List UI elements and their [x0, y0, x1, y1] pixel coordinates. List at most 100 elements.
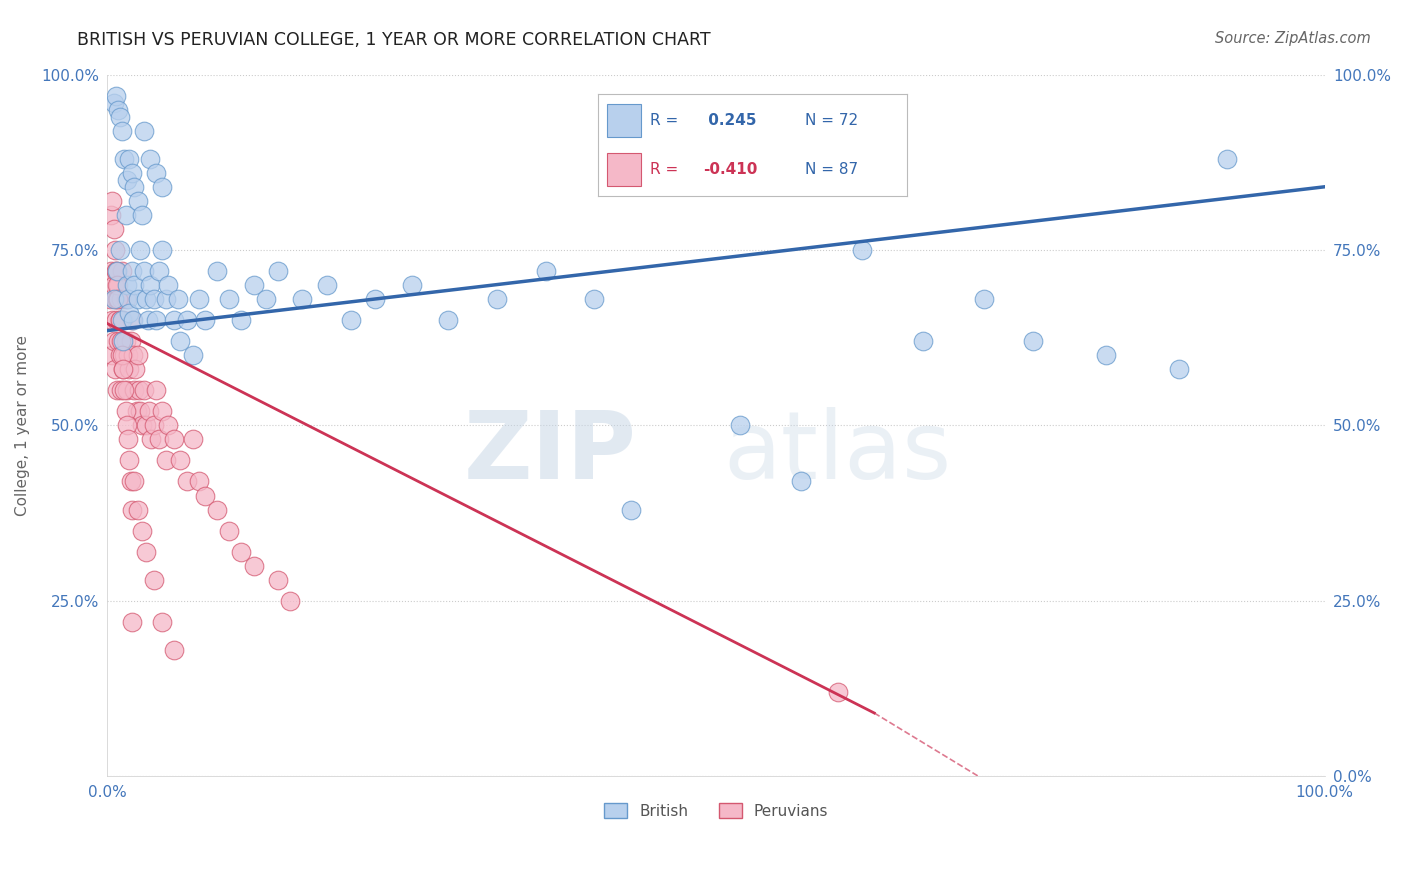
Point	[142, 292, 165, 306]
Point	[110, 334, 132, 348]
Point	[120, 334, 142, 348]
Point	[104, 264, 127, 278]
Point	[583, 292, 606, 306]
Point	[125, 404, 148, 418]
Point	[122, 384, 145, 398]
Text: atlas: atlas	[724, 408, 952, 500]
Point	[364, 292, 387, 306]
Point	[150, 179, 173, 194]
Point	[127, 348, 149, 362]
Text: N = 72: N = 72	[804, 112, 858, 128]
Point	[127, 292, 149, 306]
Point	[105, 278, 128, 293]
Point	[121, 502, 143, 516]
Point	[231, 544, 253, 558]
Point	[108, 110, 131, 124]
Point	[118, 453, 141, 467]
Point	[254, 292, 277, 306]
Point	[145, 313, 167, 327]
Y-axis label: College, 1 year or more: College, 1 year or more	[15, 334, 30, 516]
Text: N = 87: N = 87	[804, 162, 858, 178]
Point	[730, 418, 752, 433]
Point	[118, 306, 141, 320]
Point	[112, 362, 135, 376]
Point	[104, 264, 127, 278]
Point	[122, 313, 145, 327]
Point	[117, 433, 139, 447]
Point	[108, 313, 131, 327]
Point	[218, 524, 240, 538]
Point	[111, 334, 134, 348]
Point	[115, 384, 138, 398]
Point	[135, 418, 157, 433]
Point	[242, 278, 264, 293]
Point	[114, 404, 136, 418]
Point	[124, 362, 146, 376]
Point	[101, 313, 124, 327]
Point	[911, 334, 934, 348]
Point	[132, 384, 155, 398]
Point	[150, 243, 173, 257]
Point	[121, 166, 143, 180]
Point	[187, 475, 209, 489]
Point	[187, 292, 209, 306]
Point	[142, 573, 165, 587]
Point	[142, 418, 165, 433]
Text: Source: ZipAtlas.com: Source: ZipAtlas.com	[1215, 31, 1371, 46]
Point	[108, 313, 131, 327]
Point	[790, 475, 813, 489]
Point	[150, 615, 173, 629]
Point	[150, 404, 173, 418]
Point	[485, 292, 508, 306]
Point	[131, 208, 153, 222]
Point	[128, 384, 150, 398]
Point	[117, 292, 139, 306]
Point	[242, 558, 264, 573]
Point	[145, 166, 167, 180]
Point	[851, 243, 873, 257]
Point	[278, 593, 301, 607]
Point	[129, 404, 152, 418]
Point	[115, 278, 138, 293]
Point	[194, 313, 217, 327]
Point	[108, 243, 131, 257]
Point	[118, 362, 141, 376]
Point	[100, 208, 122, 222]
Point	[157, 418, 180, 433]
Point	[620, 502, 643, 516]
Point	[107, 292, 129, 306]
Point	[194, 489, 217, 503]
Point	[120, 475, 142, 489]
Point	[111, 264, 134, 278]
Point	[127, 194, 149, 208]
Point	[136, 313, 159, 327]
Point	[111, 123, 134, 137]
Point	[131, 418, 153, 433]
Point	[103, 278, 125, 293]
Point	[104, 292, 127, 306]
Point	[117, 348, 139, 362]
Text: R =: R =	[650, 162, 683, 178]
Point	[111, 348, 134, 362]
Point	[114, 152, 136, 166]
Point	[145, 384, 167, 398]
Text: 0.245: 0.245	[703, 112, 756, 128]
Point	[105, 292, 128, 306]
Point	[135, 544, 157, 558]
Point	[103, 334, 125, 348]
Bar	[607, 104, 641, 136]
Point	[205, 264, 228, 278]
Point	[104, 313, 127, 327]
Point	[155, 292, 177, 306]
Point	[1094, 348, 1116, 362]
Point	[973, 292, 995, 306]
Point	[110, 292, 132, 306]
Point	[163, 643, 186, 657]
Point	[129, 243, 152, 257]
Point	[340, 313, 363, 327]
Point	[127, 502, 149, 516]
Point	[205, 502, 228, 516]
Point	[218, 292, 240, 306]
Point	[139, 152, 162, 166]
Point	[114, 292, 136, 306]
